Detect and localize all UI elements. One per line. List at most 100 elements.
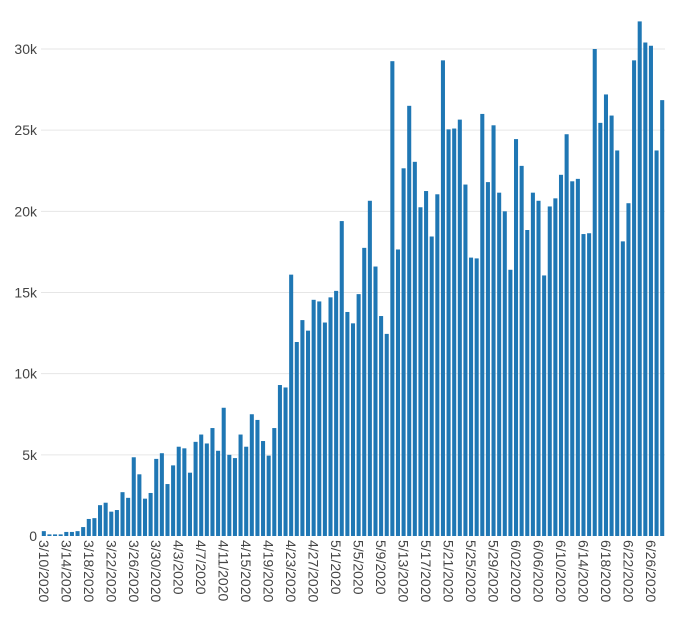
bar[interactable]: [221, 407, 226, 536]
bar[interactable]: [418, 207, 423, 536]
bar[interactable]: [317, 301, 322, 536]
bar[interactable]: [294, 342, 299, 536]
bar[interactable]: [401, 168, 406, 536]
bar[interactable]: [587, 233, 592, 536]
bar[interactable]: [232, 458, 237, 536]
bar[interactable]: [204, 443, 209, 536]
bar[interactable]: [126, 497, 131, 536]
bar[interactable]: [536, 200, 541, 536]
bar[interactable]: [390, 61, 395, 537]
bar[interactable]: [424, 191, 429, 537]
bar[interactable]: [592, 49, 597, 536]
bar[interactable]: [64, 531, 69, 536]
bar[interactable]: [435, 194, 440, 537]
bar[interactable]: [463, 184, 468, 537]
bar[interactable]: [429, 236, 434, 537]
bar[interactable]: [109, 511, 114, 536]
bar[interactable]: [615, 150, 620, 536]
bar[interactable]: [446, 129, 451, 537]
bar[interactable]: [525, 230, 530, 536]
bar[interactable]: [142, 498, 148, 536]
bar[interactable]: [171, 465, 176, 536]
bar[interactable]: [227, 454, 232, 536]
bar[interactable]: [244, 446, 249, 536]
bar[interactable]: [300, 320, 305, 536]
bar[interactable]: [575, 178, 580, 536]
bar[interactable]: [497, 192, 502, 537]
bar[interactable]: [581, 234, 586, 536]
bar[interactable]: [75, 531, 80, 536]
bar[interactable]: [81, 527, 86, 536]
bar[interactable]: [362, 247, 367, 537]
bar[interactable]: [58, 534, 63, 536]
bar[interactable]: [598, 122, 603, 537]
bar[interactable]: [165, 484, 170, 536]
bar[interactable]: [266, 455, 271, 536]
bar[interactable]: [187, 472, 192, 536]
bar[interactable]: [558, 174, 564, 536]
bar[interactable]: [289, 274, 294, 536]
bar[interactable]: [620, 241, 625, 536]
bar[interactable]: [440, 60, 445, 537]
bar[interactable]: [542, 275, 547, 536]
bar[interactable]: [98, 505, 103, 536]
bar[interactable]: [120, 492, 125, 536]
bar[interactable]: [654, 150, 659, 536]
bar[interactable]: [379, 316, 384, 536]
bar[interactable]: [148, 492, 153, 536]
bar[interactable]: [159, 453, 164, 536]
bar[interactable]: [103, 502, 108, 536]
bar[interactable]: [480, 113, 485, 537]
bar[interactable]: [564, 134, 569, 537]
bar[interactable]: [238, 434, 243, 536]
bar[interactable]: [86, 518, 91, 536]
bar[interactable]: [137, 474, 142, 536]
bar[interactable]: [311, 299, 316, 536]
bar[interactable]: [643, 42, 648, 536]
bar[interactable]: [407, 105, 412, 536]
bar[interactable]: [334, 290, 339, 536]
bar[interactable]: [356, 294, 361, 536]
bar[interactable]: [609, 115, 614, 536]
bar[interactable]: [216, 450, 221, 536]
bar[interactable]: [114, 510, 119, 536]
bar[interactable]: [92, 518, 97, 536]
bar[interactable]: [570, 181, 575, 537]
bar[interactable]: [176, 446, 181, 536]
bar[interactable]: [255, 419, 260, 536]
bar[interactable]: [261, 441, 266, 536]
bar[interactable]: [306, 330, 311, 536]
bar[interactable]: [502, 211, 507, 536]
bar[interactable]: [530, 192, 535, 537]
bar[interactable]: [469, 257, 474, 536]
bar[interactable]: [603, 94, 608, 536]
bar[interactable]: [350, 323, 356, 536]
bar[interactable]: [373, 266, 378, 536]
bar[interactable]: [277, 385, 282, 536]
bar[interactable]: [632, 60, 637, 537]
bar[interactable]: [69, 531, 74, 536]
bar[interactable]: [626, 203, 631, 536]
bar[interactable]: [322, 322, 327, 536]
bar[interactable]: [452, 128, 457, 537]
bar[interactable]: [182, 448, 187, 536]
bar[interactable]: [648, 45, 653, 536]
bar[interactable]: [210, 428, 215, 536]
bar[interactable]: [457, 119, 462, 537]
bar[interactable]: [367, 200, 372, 536]
bar[interactable]: [384, 333, 389, 536]
bar[interactable]: [508, 269, 513, 536]
bar[interactable]: [553, 198, 558, 536]
bar[interactable]: [199, 434, 204, 536]
bar[interactable]: [249, 414, 254, 536]
bar[interactable]: [41, 531, 46, 536]
bar[interactable]: [491, 125, 496, 537]
bar[interactable]: [637, 21, 642, 536]
bar[interactable]: [485, 182, 490, 537]
bar[interactable]: [193, 441, 198, 536]
bar[interactable]: [514, 139, 519, 536]
bar[interactable]: [47, 534, 52, 536]
bar[interactable]: [474, 258, 479, 536]
bar[interactable]: [154, 458, 159, 536]
bar[interactable]: [660, 100, 665, 536]
